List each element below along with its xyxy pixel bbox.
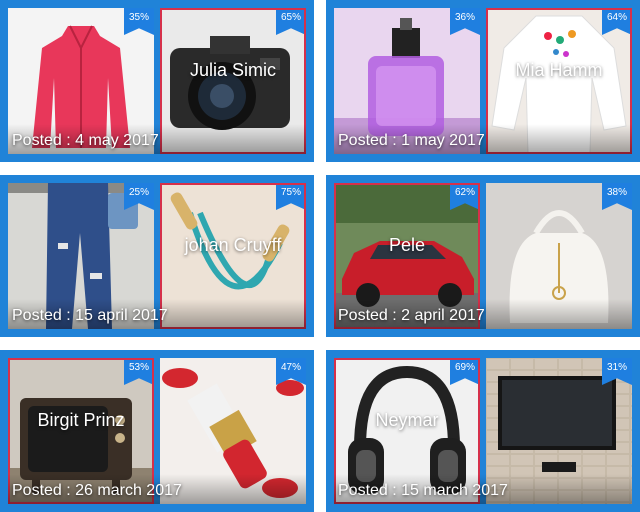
comparison-card: 36% 64% Mia Hamm Posted : 1 may 2017: [326, 0, 640, 162]
posted-date: Posted : 2 april 2017: [338, 307, 485, 324]
person-name: Julia Simic: [189, 60, 277, 80]
caption-shade: [334, 474, 632, 504]
option-right-blouse[interactable]: 64%: [486, 8, 632, 154]
option-right-handbag[interactable]: 38%: [486, 183, 632, 329]
comparison-card: 62% 38% Pele Posted : 2 april 2017: [326, 175, 640, 337]
option-right-camera[interactable]: 65%: [160, 8, 306, 154]
person-name: Birgit Prinz: [37, 410, 125, 430]
option-right-jump-rope[interactable]: 75%: [160, 183, 306, 329]
option-left-tv[interactable]: 53%: [8, 358, 154, 504]
option-right-wall-tv[interactable]: 31%: [486, 358, 632, 504]
person-name: Neymar: [375, 410, 439, 430]
posted-date: Posted : 15 march 2017: [338, 482, 508, 499]
caption-shade: [334, 124, 632, 154]
comparison-card: 53% 47% Birgit Prinz Posted : 26 march 2…: [0, 350, 314, 512]
comparison-card: 35% 65% Julia Simic Posted : 4 may 2017: [0, 0, 314, 162]
person-name: johan Cruyff: [184, 235, 282, 255]
option-left-headphones[interactable]: 69%: [334, 358, 480, 504]
caption-shade: [8, 474, 306, 504]
posted-date: Posted : 4 may 2017: [12, 132, 159, 149]
wall-tv-image: [486, 358, 632, 504]
person-name: Mia Hamm: [515, 60, 603, 80]
posted-date: Posted : 15 april 2017: [12, 307, 168, 324]
comparison-card: 25% 75% johan Cruyff Posted : 15 april 2…: [0, 175, 314, 337]
option-right-lipstick[interactable]: 47%: [160, 358, 306, 504]
option-left-red-car[interactable]: 62%: [334, 183, 480, 329]
person-name: Pele: [388, 235, 426, 255]
comparison-card: 69% 31% Neymar Posted : 15 march 2017: [326, 350, 640, 512]
posted-date: Posted : 26 march 2017: [12, 482, 182, 499]
option-left-jeans[interactable]: 25%: [8, 183, 154, 329]
caption-shade: [334, 299, 632, 329]
caption-shade: [8, 124, 306, 154]
posted-date: Posted : 1 may 2017: [338, 132, 485, 149]
option-left-jacket[interactable]: 35%: [8, 8, 154, 154]
caption-shade: [8, 299, 306, 329]
option-left-perfume[interactable]: 36%: [334, 8, 480, 154]
jeans-image: [8, 183, 154, 329]
